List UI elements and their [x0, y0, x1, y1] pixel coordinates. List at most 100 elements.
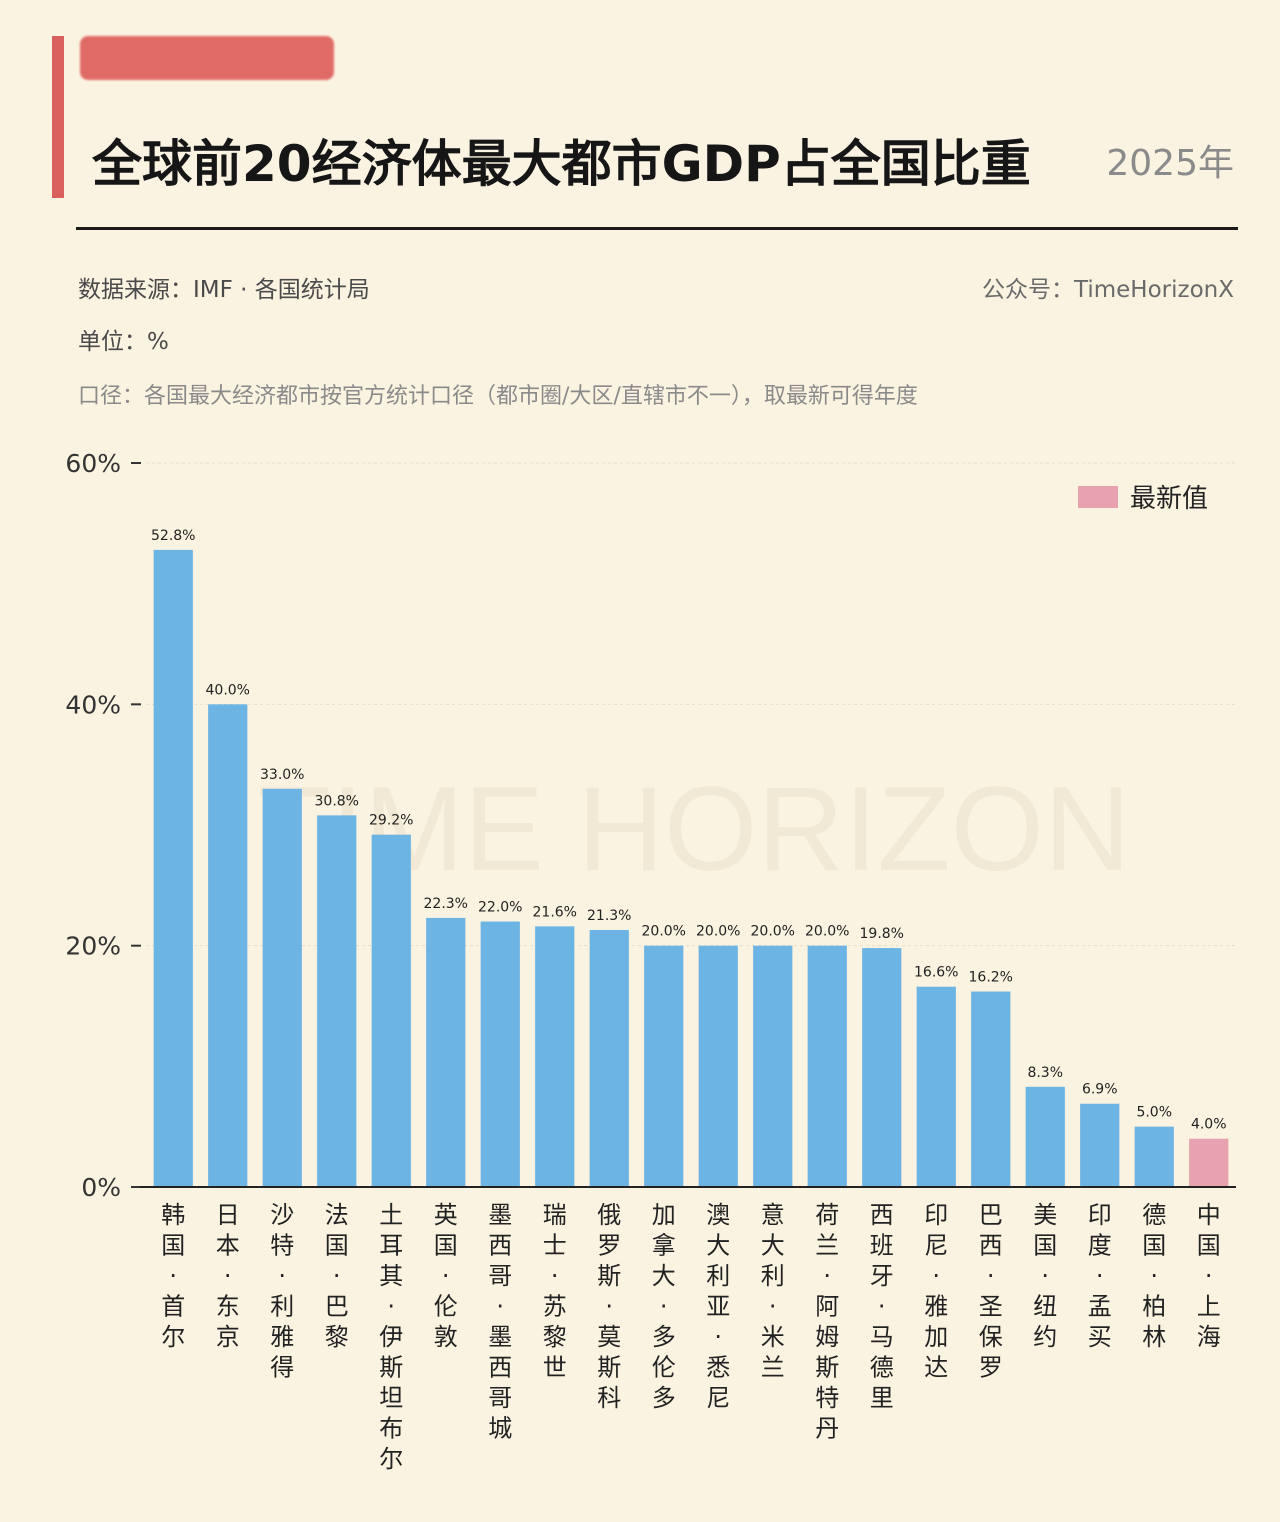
category-label-char: ·	[224, 1262, 232, 1290]
category-label-char: 布	[379, 1415, 403, 1443]
category-label-char: 德	[1142, 1201, 1166, 1229]
category-label-char: 加	[924, 1323, 948, 1351]
category-label-char: 圣	[979, 1293, 1003, 1321]
category-label-char: 巴	[979, 1201, 1003, 1229]
category-label-char: ·	[1096, 1262, 1104, 1290]
y-tick-label: 60%	[65, 449, 121, 478]
bar	[644, 945, 684, 1187]
category-label-char: 国	[1142, 1232, 1166, 1260]
redacted-tag	[80, 36, 334, 80]
category-label-char: 斯	[379, 1354, 403, 1382]
category-label-char: 日	[216, 1201, 240, 1229]
bar	[371, 834, 411, 1187]
category-label-char: 保	[979, 1323, 1003, 1351]
category-label-char: 耳	[379, 1232, 403, 1260]
category-label-char: 雅	[270, 1323, 294, 1351]
category-label-char: 特	[815, 1384, 839, 1412]
chart-title: 全球前20经济体最大都市GDP占全国比重	[92, 135, 1031, 193]
category-label-char: 纽	[1033, 1293, 1057, 1321]
category-label-char: ·	[714, 1323, 722, 1351]
bar	[262, 788, 302, 1187]
y-tick-label: 40%	[65, 690, 121, 719]
bar-value-label: 5.0%	[1136, 1105, 1172, 1121]
category-label-char: 莫	[597, 1323, 621, 1351]
category-label-char: ·	[387, 1293, 395, 1321]
category-label-char: 国	[1197, 1232, 1221, 1260]
category-label-char: 苏	[543, 1293, 567, 1321]
bar-value-label: 21.6%	[533, 904, 577, 920]
category-label-char: ·	[496, 1293, 504, 1321]
scope-note: 口径：各国最大经济都市按官方统计口径（都市圈/大区/直辖市不一），取最新可得年度	[78, 384, 918, 409]
category-label-char: 荷	[815, 1201, 839, 1229]
category-label-char: 得	[270, 1354, 294, 1382]
category-label-char: 拿	[652, 1232, 676, 1260]
category-label-char: 大	[652, 1262, 676, 1290]
category-label-char: ·	[442, 1262, 450, 1290]
category-label-char: ·	[333, 1262, 341, 1290]
category-label-char: 法	[325, 1201, 349, 1229]
category-label-char: ·	[823, 1262, 831, 1290]
bar-value-label: 33.0%	[260, 767, 304, 783]
bar-value-label: 6.9%	[1082, 1082, 1118, 1098]
category-label-char: 斯	[597, 1262, 621, 1290]
account-label: 公众号：TimeHorizonX	[982, 277, 1234, 303]
category-label-char: 意	[761, 1201, 785, 1229]
category-label-char: 班	[870, 1232, 894, 1260]
bar-value-label: 20.0%	[696, 924, 740, 940]
category-label-char: 巴	[325, 1293, 349, 1321]
category-label-char: 首	[161, 1293, 185, 1321]
category-label-char: 中	[1197, 1201, 1221, 1229]
category-label-char: 亚	[706, 1293, 730, 1321]
bar	[1025, 1086, 1065, 1187]
category-label-char: 斯	[597, 1354, 621, 1382]
bar-value-label: 30.8%	[315, 793, 359, 809]
category-label-char: 兰	[815, 1232, 839, 1260]
bar-value-label: 8.3%	[1027, 1065, 1063, 1081]
unit-label: 单位：%	[78, 329, 169, 355]
category-label-char: 姆	[815, 1323, 839, 1351]
category-label-char: 雅	[924, 1293, 948, 1321]
category-label-char: 里	[870, 1384, 894, 1412]
category-label-char: 土	[379, 1201, 403, 1229]
legend-swatch	[1078, 485, 1118, 508]
category-label-char: 东	[216, 1293, 240, 1321]
category-label-char: 国	[325, 1232, 349, 1260]
category-label-char: 西	[488, 1232, 512, 1260]
bar	[807, 945, 847, 1187]
category-label-char: 达	[924, 1354, 948, 1382]
bar-value-label: 16.2%	[969, 970, 1013, 986]
category-label-char: 上	[1197, 1293, 1221, 1321]
category-label-char: ·	[1041, 1262, 1049, 1290]
bar	[480, 921, 520, 1187]
category-label-char: 悉	[706, 1354, 730, 1382]
category-label-char: 斯	[815, 1354, 839, 1382]
category-label-char: 伦	[434, 1293, 458, 1321]
bar	[753, 945, 793, 1187]
bar	[1134, 1126, 1174, 1187]
category-label-char: 多	[652, 1323, 676, 1351]
category-label-char: 马	[870, 1323, 894, 1351]
category-label-char: 尼	[924, 1232, 948, 1260]
bar-value-label: 52.8%	[151, 528, 195, 544]
category-label-char: 哥	[488, 1262, 512, 1290]
category-label-char: 印	[924, 1201, 948, 1229]
bar-value-label: 29.2%	[369, 813, 413, 829]
bar	[971, 991, 1011, 1187]
y-tick-label: 0%	[81, 1173, 121, 1202]
category-label-char: 京	[216, 1323, 240, 1351]
bar-chart: TIME HORIZON0%20%40%60%52.8%韩国·首尔40.0%日本…	[65, 449, 1236, 1473]
category-label-char: 利	[761, 1262, 785, 1290]
category-label-char: ·	[932, 1262, 940, 1290]
bar	[535, 926, 575, 1187]
bar-value-label: 40.0%	[206, 682, 250, 698]
category-label-char: 柏	[1142, 1293, 1166, 1321]
category-label-char: ·	[278, 1262, 286, 1290]
category-label-char: 世	[543, 1354, 567, 1382]
bar-value-label: 20.0%	[751, 924, 795, 940]
category-label-char: 其	[379, 1262, 403, 1290]
category-label-char: ·	[769, 1293, 777, 1321]
category-label-char: ·	[551, 1262, 559, 1290]
category-label-char: 城	[488, 1415, 512, 1443]
category-label-char: 韩	[161, 1201, 185, 1229]
category-label-char: 兰	[761, 1354, 785, 1382]
